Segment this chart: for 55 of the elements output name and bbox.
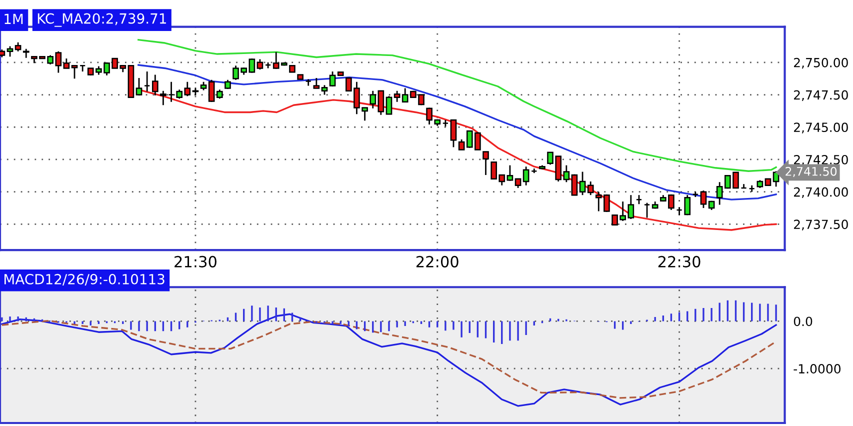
candlestick (522, 166, 530, 186)
y-tick-label: 2,750.00 (794, 58, 848, 69)
candlestick (506, 164, 514, 182)
y-tick-label: -1.0000 (794, 364, 841, 374)
y-tick-label: 2,740.00 (794, 187, 848, 198)
candlestick (168, 81, 174, 103)
x-tick-label: 22:30 (658, 256, 700, 268)
candlestick (321, 84, 328, 96)
candlestick (152, 74, 158, 96)
candlestick (579, 171, 586, 196)
candlestick (208, 79, 215, 103)
candlestick (313, 77, 320, 89)
chart-title: MACD12/26/9:-0.10113 (4, 274, 164, 286)
candlestick (571, 174, 578, 196)
candlestick (256, 58, 264, 70)
candlestick (458, 138, 465, 150)
candlestick (514, 178, 522, 189)
candlestick (587, 180, 594, 196)
y-tick-label: 2,737.50 (794, 220, 848, 230)
candlestick (644, 202, 650, 218)
line-series (138, 38, 777, 172)
candlestick (224, 79, 231, 90)
candlestick (700, 190, 707, 209)
annotation: 2,741.50 (786, 166, 837, 178)
candlestick (6, 46, 14, 58)
candlestick (248, 58, 256, 74)
line-series (138, 64, 777, 200)
candlestick (676, 206, 682, 216)
candlestick (329, 70, 336, 88)
candlestick (22, 48, 30, 59)
candlestick (136, 77, 142, 96)
y-tick-label: 2,745.00 (794, 122, 848, 134)
candlestick (71, 64, 78, 80)
y-tick-label: 2,747.50 (794, 90, 848, 101)
candlestick (160, 90, 166, 106)
line-series (1, 320, 777, 399)
candlestick (144, 70, 150, 92)
candlestick (216, 88, 223, 100)
candlestick (386, 95, 392, 115)
candlestick (63, 58, 70, 69)
x-tick-label: 21:30 (174, 256, 216, 268)
candlestick (450, 119, 457, 148)
candlestick (482, 151, 489, 176)
y-tick-label: 2,742.50 (794, 154, 848, 166)
line-series (1, 313, 777, 407)
candlestick (684, 194, 691, 216)
candlestick (748, 184, 756, 193)
candlestick (636, 194, 642, 205)
y-tick-label: 0.0 (794, 316, 812, 326)
candlestick (740, 183, 747, 189)
candlestick (14, 42, 22, 52)
x-tick-label: 22:00 (416, 256, 458, 268)
chart-subtitle: KC_MA20:2,739.71 (38, 13, 166, 27)
candlestick (394, 90, 400, 103)
chart-title: 1M (4, 14, 23, 24)
